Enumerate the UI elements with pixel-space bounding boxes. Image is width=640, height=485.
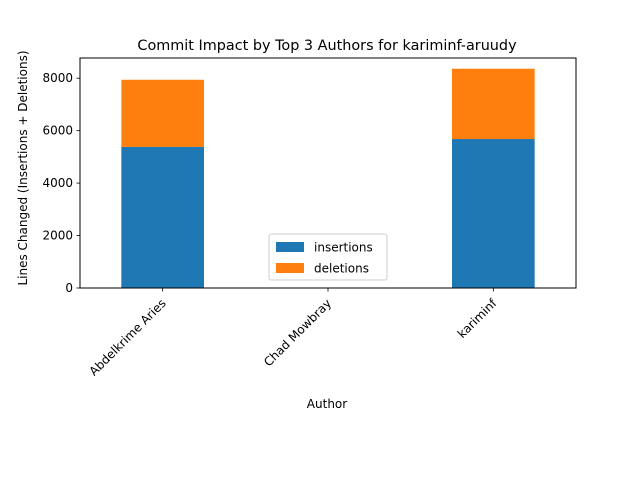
y-tick-label: 2000 (42, 229, 73, 243)
y-axis: 0 2000 4000 6000 8000 (42, 71, 80, 295)
bar-insertions-abdelkrime-aries (121, 146, 204, 288)
legend-swatch-deletions (276, 263, 304, 273)
y-tick-label: 8000 (42, 71, 73, 85)
bar-deletions-abdelkrime-aries (121, 79, 204, 147)
y-tick-label: 6000 (42, 124, 73, 138)
plot-frame (79, 57, 577, 289)
bars-layer (121, 68, 535, 288)
legend-swatch-insertions (276, 242, 304, 252)
y-tick-label: 4000 (42, 176, 73, 190)
legend: insertions deletions (268, 233, 388, 281)
y-axis-label: Lines Changed (Insertions + Deletions) (16, 50, 30, 285)
bar-deletions-kariminf (452, 68, 535, 140)
y-tick-label: 0 (65, 281, 73, 295)
legend-label-deletions: deletions (314, 262, 369, 276)
x-axis-label: Author (307, 397, 347, 411)
legend-label-insertions: insertions (314, 241, 373, 255)
bar-insertions-kariminf (452, 139, 535, 288)
chart-title: Commit Impact by Top 3 Authors for karim… (137, 38, 517, 54)
